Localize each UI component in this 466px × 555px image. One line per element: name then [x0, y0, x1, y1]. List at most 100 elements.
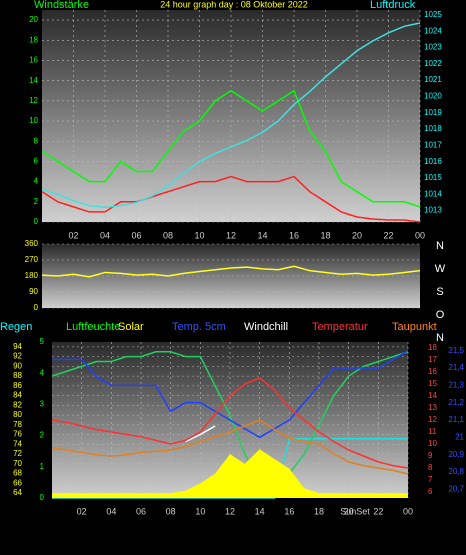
- tick-label: 3: [40, 400, 45, 409]
- series-line: [52, 350, 409, 439]
- x-tick-label: 08: [166, 506, 176, 516]
- tick-label: 18: [428, 343, 437, 352]
- y2-label: Luftdruck: [370, 0, 416, 11]
- tick-label: 20,7: [448, 484, 464, 493]
- tick-label: 8: [428, 463, 433, 472]
- tick-label: 4: [34, 177, 39, 186]
- series-line: [41, 265, 421, 278]
- tick-label: 76: [13, 430, 22, 439]
- legend-label: Regen: [0, 321, 32, 333]
- tick-label: 16: [428, 367, 437, 376]
- tick-label: 1013: [424, 206, 442, 215]
- tick-label: 6: [34, 157, 39, 166]
- tick-label: 5: [40, 337, 45, 346]
- tick-label: 6: [428, 487, 433, 496]
- tick-label: 21,5: [448, 346, 464, 355]
- tick-label: 1023: [424, 43, 442, 52]
- tick-label: 20,9: [448, 450, 464, 459]
- x-tick-label: 12: [226, 230, 236, 240]
- tick-label: 270: [25, 255, 39, 264]
- tick-label: 10: [428, 439, 437, 448]
- x-tick-label: 10: [195, 506, 205, 516]
- x-tick-label: 12: [225, 506, 235, 516]
- tick-label: 9: [428, 451, 433, 460]
- tick-label: 11: [428, 427, 437, 436]
- tick-label: 16: [29, 56, 38, 65]
- x-tick-label: 04: [106, 506, 116, 516]
- tick-label: 0: [34, 303, 39, 312]
- x-tick-label: 06: [136, 506, 146, 516]
- x-tick-label: 02: [68, 230, 78, 240]
- x-tick-label: 14: [257, 230, 267, 240]
- tick-label: 80: [13, 410, 22, 419]
- legend-label: Temperatur: [312, 321, 368, 333]
- tick-label: 20: [29, 15, 38, 24]
- legend-label: Taupunkt: [392, 321, 437, 333]
- x-tick-label: 16: [289, 230, 299, 240]
- x-tick-label: 04: [100, 230, 110, 240]
- tick-label: 360: [25, 239, 39, 248]
- tick-label: 92: [13, 352, 22, 361]
- x-tick-label: 08: [163, 230, 173, 240]
- direction-label: W: [435, 263, 446, 275]
- tick-label: 1016: [424, 157, 442, 166]
- tick-label: 180: [25, 271, 39, 280]
- x-tick-label: 22: [373, 506, 383, 516]
- tick-label: 21,4: [448, 363, 464, 372]
- tick-label: 90: [13, 361, 22, 370]
- tick-label: 21,2: [448, 398, 464, 407]
- tick-label: 64: [13, 488, 22, 497]
- tick-label: 72: [13, 449, 22, 458]
- direction-label: N: [436, 240, 444, 252]
- tick-label: 86: [13, 381, 22, 390]
- tick-label: 70: [13, 459, 22, 468]
- tick-label: 68: [13, 469, 22, 478]
- series-line: [41, 175, 421, 223]
- x-tick-label: 22: [383, 230, 393, 240]
- series-line: [185, 425, 216, 443]
- tick-label: 1025: [424, 10, 442, 19]
- legend-label: Temp. 5cm: [172, 321, 226, 333]
- tick-label: 2: [40, 431, 45, 440]
- tick-label: 1017: [424, 140, 442, 149]
- tick-label: 17: [428, 355, 437, 364]
- tick-label: 21,3: [448, 380, 464, 389]
- tick-label: 1022: [424, 59, 442, 68]
- tick-label: 0: [40, 493, 45, 502]
- y-label: Windstärke: [34, 0, 89, 11]
- x-tick-label: 00: [403, 506, 413, 516]
- tick-label: 88: [13, 371, 22, 380]
- tick-label: 21: [455, 432, 464, 441]
- x-tick-label: 06: [131, 230, 141, 240]
- x-tick-label: 02: [77, 506, 87, 516]
- tick-label: 1019: [424, 108, 442, 117]
- tick-label: 1021: [424, 75, 442, 84]
- direction-label: S: [436, 286, 443, 298]
- tick-label: 20,8: [448, 467, 464, 476]
- tick-label: 78: [13, 420, 22, 429]
- solar-area: [52, 449, 408, 498]
- annotation: SunSet: [340, 506, 370, 516]
- tick-label: 21,1: [448, 415, 464, 424]
- x-tick-label: 18: [320, 230, 330, 240]
- x-tick-label: 20: [344, 506, 354, 516]
- legend-label: Solar: [118, 321, 144, 333]
- series-line: [51, 377, 409, 469]
- tick-label: 82: [13, 400, 22, 409]
- tick-label: 1015: [424, 173, 442, 182]
- tick-label: 74: [13, 439, 22, 448]
- series-line: [41, 89, 421, 208]
- x-tick-label: 18: [314, 506, 324, 516]
- x-tick-label: 00: [415, 230, 425, 240]
- tick-label: 0: [34, 217, 39, 226]
- direction-label: O: [436, 309, 445, 321]
- direction-label: N: [436, 332, 444, 344]
- tick-label: 94: [13, 342, 22, 351]
- tick-label: 14: [428, 391, 437, 400]
- legend-label: Luftfeuchte: [66, 321, 120, 333]
- tick-label: 1014: [424, 189, 442, 198]
- tick-label: 13: [428, 403, 437, 412]
- legend-label: Windchill: [244, 321, 288, 333]
